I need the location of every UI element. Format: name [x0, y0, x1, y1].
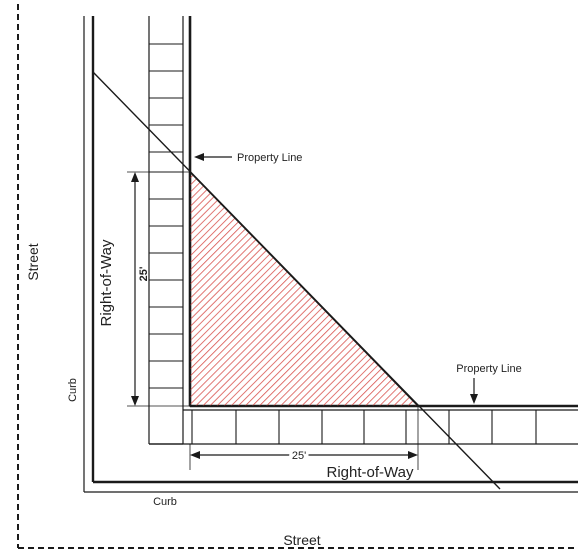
curb-lines [83, 16, 578, 493]
right-of-way-label-horizontal: Right-of-Way [327, 464, 414, 481]
sidewalk-vertical [148, 16, 184, 445]
sidewalk-horizontal [149, 409, 578, 445]
dimension-label-horizontal: 25' [292, 450, 306, 462]
property-line-arrow-right [470, 378, 478, 404]
dimension-horizontal [189, 406, 419, 470]
dimension-label-vertical: 25' [138, 266, 150, 281]
curb-label-bottom: Curb [153, 496, 177, 508]
street-boundary-dashed [17, 4, 578, 549]
street-label-left: Street [25, 243, 41, 280]
property-line-label-right: Property Line [456, 363, 521, 375]
dimension-vertical [127, 171, 190, 407]
property-line-arrow-top [194, 153, 232, 161]
right-of-way-label-vertical: Right-of-Way [98, 239, 115, 326]
property-line-label-top: Property Line [237, 152, 302, 164]
curb-label-left: Curb [67, 378, 79, 402]
sight-line-diagonal [92, 71, 501, 490]
street-label-bottom: Street [283, 532, 320, 548]
